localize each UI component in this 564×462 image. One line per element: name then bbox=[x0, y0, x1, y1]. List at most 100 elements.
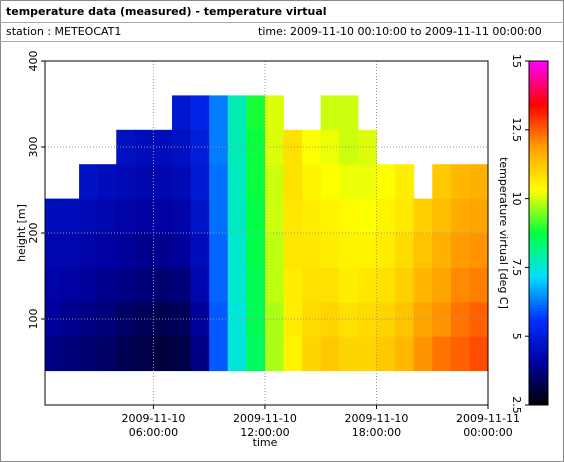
heat-cell bbox=[190, 95, 210, 131]
x-tick-label-line: 2009-11-10 bbox=[233, 412, 297, 425]
heat-cell bbox=[45, 301, 61, 337]
heat-cell bbox=[60, 198, 80, 234]
heat-cell bbox=[134, 198, 154, 234]
heat-cell bbox=[134, 267, 154, 303]
heat-cell bbox=[283, 198, 303, 234]
colorbar-step bbox=[529, 121, 548, 125]
colorbar-step bbox=[529, 387, 548, 392]
heat-cell bbox=[395, 336, 415, 372]
heat-cell bbox=[172, 198, 192, 234]
heat-cell bbox=[264, 198, 285, 234]
colorbar-step bbox=[529, 230, 548, 234]
heat-cell bbox=[79, 198, 99, 234]
x-tick-label-line: 2009-11-10 bbox=[345, 412, 409, 425]
colorbar-step bbox=[529, 78, 548, 82]
x-tick-label-line: 00:00:00 bbox=[463, 426, 512, 439]
colorbar-step bbox=[529, 126, 548, 131]
heat-cell bbox=[97, 233, 117, 268]
colorbar-step bbox=[529, 233, 548, 237]
heat-cell bbox=[264, 336, 285, 372]
heat-cell bbox=[264, 233, 285, 268]
colorbar-step bbox=[529, 284, 548, 288]
heat-cell bbox=[172, 129, 192, 165]
colorbar-step bbox=[529, 187, 548, 191]
y-tick-label: 300 bbox=[27, 137, 40, 158]
colorbar-step bbox=[529, 264, 548, 268]
heat-cell bbox=[320, 164, 340, 200]
colorbar-step bbox=[529, 235, 548, 240]
colorbar-step bbox=[529, 169, 548, 174]
colorbar-step bbox=[529, 124, 548, 128]
colorbar-step bbox=[529, 359, 548, 363]
colorbar-step bbox=[529, 164, 548, 168]
heat-cell bbox=[209, 164, 229, 200]
colorbar-step bbox=[529, 207, 548, 211]
heat-cell bbox=[395, 164, 415, 200]
colorbar-step bbox=[529, 141, 548, 145]
colorbar-tick-label: 12.5 bbox=[510, 118, 523, 143]
heat-cell bbox=[432, 233, 452, 268]
colorbar-frame bbox=[528, 60, 549, 406]
heat-cell bbox=[357, 233, 377, 268]
heat-cell bbox=[134, 164, 154, 200]
heat-cell bbox=[357, 164, 377, 200]
heat-cell bbox=[357, 336, 377, 372]
heat-cell bbox=[79, 336, 99, 372]
colorbar-step bbox=[529, 261, 548, 266]
heat-cell bbox=[227, 336, 247, 372]
colorbar-step bbox=[529, 135, 548, 139]
colorbar-step bbox=[529, 161, 548, 165]
heat-cell bbox=[339, 233, 359, 268]
y-axis-label: height [m] bbox=[15, 204, 28, 262]
colorbar-step bbox=[529, 132, 548, 137]
colorbar-step bbox=[529, 319, 548, 323]
heat-cell bbox=[172, 301, 192, 337]
colorbar-step bbox=[529, 307, 548, 311]
colorbar-step bbox=[529, 402, 548, 406]
colorbar-step bbox=[529, 167, 548, 171]
colorbar-step bbox=[529, 244, 548, 248]
heat-cell bbox=[302, 198, 322, 234]
colorbar-step bbox=[529, 356, 548, 360]
colorbar-step bbox=[529, 362, 548, 366]
colorbar-step bbox=[529, 152, 548, 157]
heat-cell bbox=[320, 267, 340, 303]
heat-cell bbox=[227, 233, 247, 268]
colorbar-step bbox=[529, 258, 548, 263]
heat-cell bbox=[432, 267, 452, 303]
heat-cell bbox=[450, 198, 470, 234]
colorbar-tick-label: 2.5 bbox=[510, 396, 523, 414]
heat-cell bbox=[376, 233, 396, 268]
x-tick-label-line: 06:00:00 bbox=[129, 426, 178, 439]
colorbar-step bbox=[529, 215, 548, 220]
heat-cell bbox=[264, 301, 285, 337]
heat-cell bbox=[283, 301, 303, 337]
heat-cell bbox=[357, 198, 377, 234]
colorbar-tick-label: 7.5 bbox=[510, 259, 523, 277]
heat-cell bbox=[450, 267, 470, 303]
heat-cell bbox=[450, 336, 470, 372]
heat-cell bbox=[209, 336, 229, 372]
colorbar-step bbox=[529, 310, 548, 314]
heat-cell bbox=[283, 336, 303, 372]
colorbar-step bbox=[529, 184, 548, 188]
heat-cell bbox=[339, 198, 359, 234]
colorbar-step bbox=[529, 89, 548, 94]
colorbar-step bbox=[529, 201, 548, 205]
heat-cell bbox=[153, 198, 173, 234]
colorbar-step bbox=[529, 155, 548, 159]
x-tick-label-line: 2009-11-11 bbox=[456, 412, 520, 425]
colorbar-step bbox=[529, 344, 548, 349]
colorbar-step bbox=[529, 72, 548, 76]
colorbar-step bbox=[529, 399, 548, 403]
heat-cell bbox=[79, 233, 99, 268]
colorbar-step bbox=[529, 341, 548, 346]
colorbar-step bbox=[529, 339, 548, 343]
heat-cell bbox=[320, 95, 340, 131]
x-tick-label: 2009-11-11 00:00:00 bbox=[456, 412, 520, 439]
colorbar-step bbox=[529, 313, 548, 317]
heat-cell bbox=[376, 198, 396, 234]
colorbar-step bbox=[529, 390, 548, 395]
x-tick-label-line: 2009-11-10 bbox=[121, 412, 185, 425]
